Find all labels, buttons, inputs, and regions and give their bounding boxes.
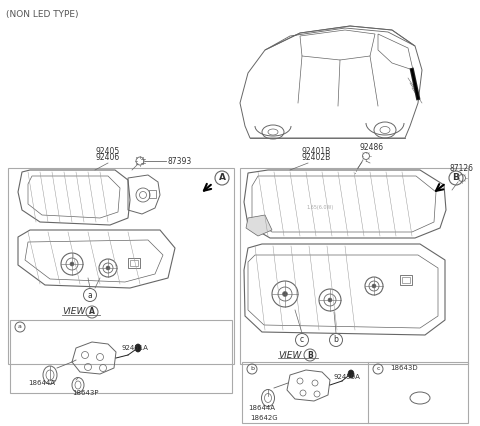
Text: A: A	[218, 173, 226, 182]
Text: 92401B: 92401B	[302, 147, 331, 156]
Text: 87393: 87393	[168, 156, 192, 165]
Text: 1.65(6.0W): 1.65(6.0W)	[306, 204, 334, 210]
Text: B: B	[453, 173, 459, 182]
Text: c: c	[376, 366, 380, 371]
Bar	[240, 168, 468, 364]
Text: a: a	[18, 325, 22, 329]
Text: a: a	[88, 291, 92, 299]
Circle shape	[328, 298, 332, 302]
Text: c: c	[300, 336, 304, 345]
Circle shape	[70, 262, 74, 266]
Text: VIEW: VIEW	[278, 351, 301, 360]
Text: b: b	[250, 366, 254, 371]
Bar	[8, 168, 234, 364]
Text: 92486: 92486	[360, 143, 384, 152]
Bar	[130, 260, 138, 266]
Bar	[149, 190, 156, 198]
Text: 18644A: 18644A	[248, 405, 275, 411]
Text: 18643P: 18643P	[72, 390, 98, 396]
Text: (NON LED TYPE): (NON LED TYPE)	[6, 10, 79, 19]
Ellipse shape	[135, 344, 141, 352]
Text: 18642G: 18642G	[250, 415, 277, 421]
Text: 87126: 87126	[450, 164, 474, 173]
Text: b: b	[334, 336, 338, 345]
Text: 92451A: 92451A	[122, 345, 149, 351]
Bar	[242, 362, 468, 423]
Text: VIEW: VIEW	[62, 308, 85, 317]
Polygon shape	[246, 215, 272, 236]
Bar	[400, 275, 412, 285]
Text: 92406: 92406	[96, 153, 120, 162]
Text: 18643D: 18643D	[390, 365, 418, 371]
Text: 92405: 92405	[96, 147, 120, 156]
Text: 92402B: 92402B	[302, 153, 331, 162]
Circle shape	[283, 291, 288, 296]
Text: 92450A: 92450A	[334, 374, 361, 380]
Bar	[128, 258, 140, 268]
Text: B: B	[307, 351, 313, 360]
Text: A: A	[89, 308, 95, 317]
Bar	[10, 320, 232, 393]
Circle shape	[106, 266, 110, 270]
Ellipse shape	[348, 370, 354, 378]
Text: 18644A: 18644A	[28, 380, 55, 386]
Bar	[402, 277, 410, 283]
Circle shape	[372, 284, 376, 288]
